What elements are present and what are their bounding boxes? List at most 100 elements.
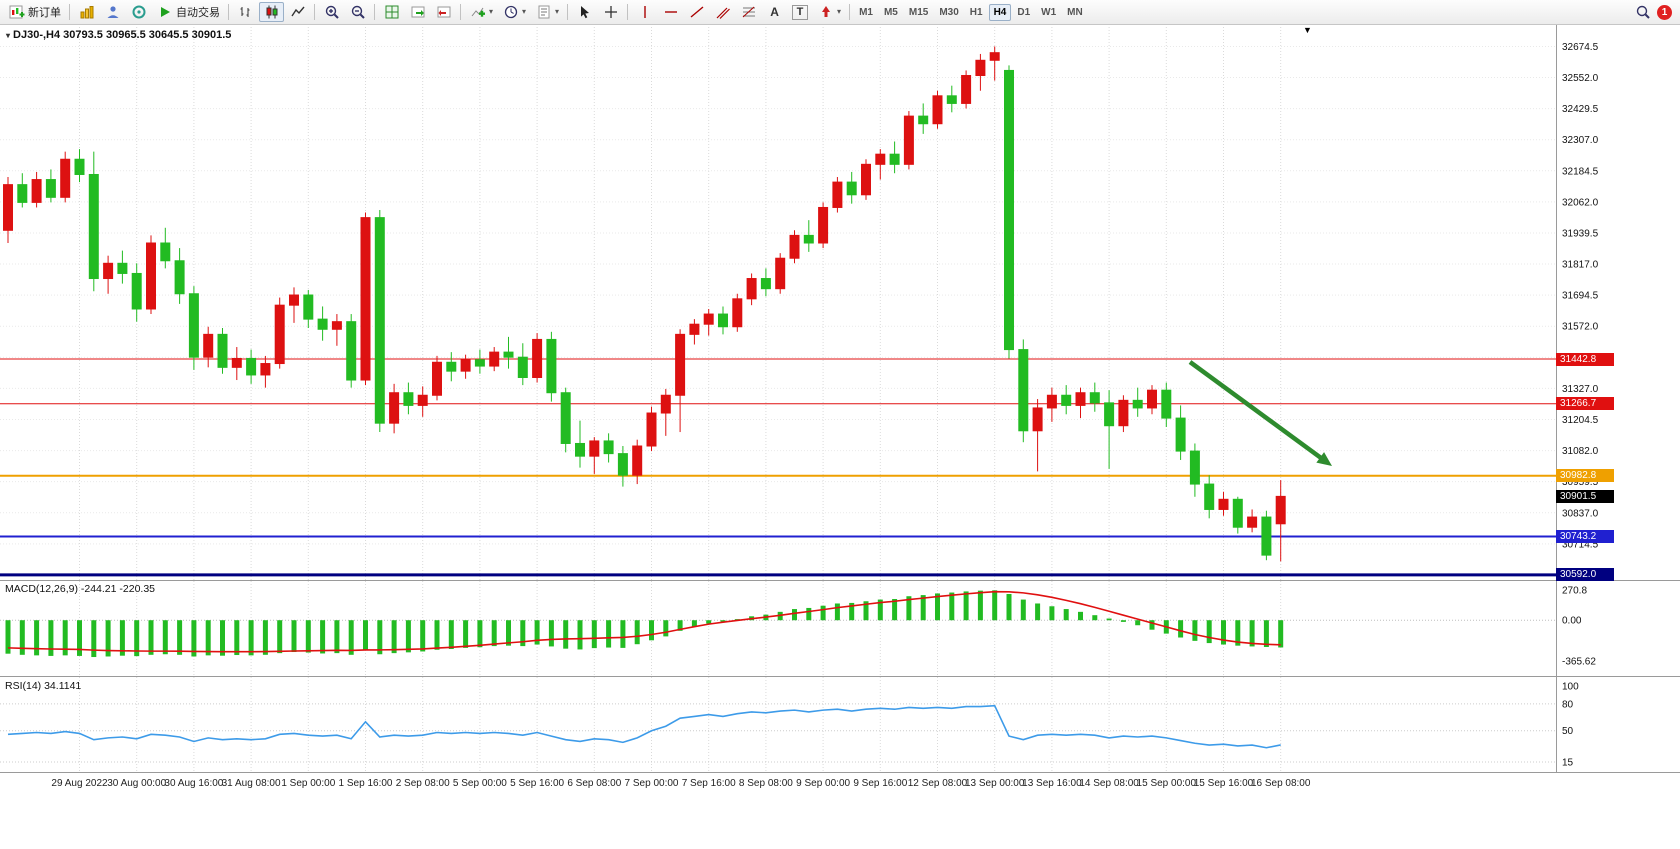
crosshair-button[interactable] <box>598 2 623 22</box>
timeframe-h1[interactable]: H1 <box>969 6 983 18</box>
horizontal-levels[interactable] <box>0 358 1556 577</box>
fibonacci-button[interactable] <box>736 2 761 22</box>
tile-windows-button[interactable] <box>379 2 404 22</box>
chevron-down-icon: ▾ <box>6 31 11 40</box>
autotrading-label: 自动交易 <box>176 7 220 19</box>
macd-label: MACD(12,26,9) -244.21 -220.35 <box>5 583 155 595</box>
auto-scroll-button[interactable] <box>405 2 430 22</box>
profiles-icon <box>104 4 121 20</box>
timeframe-m5[interactable]: M5 <box>883 6 898 18</box>
cursor-button[interactable] <box>572 2 597 22</box>
price-level-tag: 30982.8 <box>1556 469 1614 483</box>
candle-body <box>617 453 628 476</box>
candlestick-chart-button[interactable] <box>259 2 284 22</box>
candle-body <box>603 440 614 455</box>
autotrading-button[interactable]: 自动交易 <box>152 2 224 22</box>
candle-body <box>1204 483 1215 510</box>
candle-body <box>289 294 299 306</box>
candle-body <box>74 158 85 175</box>
candle-body <box>146 242 156 310</box>
chart-shift-button[interactable] <box>431 2 456 22</box>
candle-body <box>1189 450 1200 485</box>
arrows-button[interactable]: ▾ <box>813 2 845 22</box>
zoom-out-button[interactable] <box>345 2 370 22</box>
crosshair-icon <box>602 4 619 20</box>
line-chart-button[interactable] <box>285 2 310 22</box>
channel-icon <box>714 4 731 20</box>
candle-body <box>417 394 428 406</box>
new-chart-button[interactable] <box>74 2 99 22</box>
channel-button[interactable] <box>710 2 735 22</box>
candle-body <box>303 294 314 320</box>
text-label-icon: T <box>792 4 809 20</box>
trend-arrow-head <box>1316 452 1332 466</box>
time-axis-label: 15 Sep 16:00 <box>1194 778 1254 789</box>
trend-arrow[interactable] <box>1188 360 1327 463</box>
line-chart-icon <box>289 4 306 20</box>
toolbar: 新订单 自动交易 <box>0 0 1680 25</box>
templates-button[interactable]: ▾ <box>531 2 563 22</box>
chart-annotation-triangle: ▼ <box>1303 25 1312 35</box>
toolbar-separator <box>374 4 375 20</box>
symbol-ohlc-text: DJ30-,H4 30793.5 30965.5 30645.5 30901.5 <box>13 29 232 41</box>
new-order-button[interactable]: 新订单 <box>4 2 65 22</box>
candle-body <box>689 323 700 335</box>
candle-body <box>589 440 600 457</box>
current-price-tag: 30901.5 <box>1556 489 1614 503</box>
candles[interactable] <box>3 46 1286 562</box>
candle-body <box>575 442 585 457</box>
candle-body <box>1218 498 1229 510</box>
rsi-axis-label: 80 <box>1562 699 1574 710</box>
price-level-tag: 30743.2 <box>1556 530 1614 544</box>
candle-body <box>474 359 485 367</box>
candle-body <box>1261 516 1272 556</box>
timeframe-d1[interactable]: D1 <box>1017 6 1031 18</box>
candle-body <box>174 260 185 295</box>
timeframe-h4[interactable]: H4 <box>988 3 1012 21</box>
horizontal-line-button[interactable] <box>658 2 683 22</box>
price-axis-label: 32307.0 <box>1562 135 1599 146</box>
candle-body <box>374 217 385 424</box>
candle-body <box>532 338 543 378</box>
candle-body <box>1175 417 1186 452</box>
time-axis-label: 5 Sep 16:00 <box>510 778 564 789</box>
text-button[interactable]: A <box>762 2 787 22</box>
profiles-button[interactable] <box>100 2 125 22</box>
timeframe-m1[interactable]: M1 <box>859 6 873 18</box>
timeframe-mn[interactable]: MN <box>1067 6 1083 18</box>
vertical-line-button[interactable] <box>632 2 657 22</box>
macd-signal-line <box>7 590 1281 653</box>
candle-body <box>131 272 142 310</box>
time-axis-label: 14 Sep 08:00 <box>1079 778 1139 789</box>
grid <box>0 24 1556 772</box>
price-level-tag: 30592.0 <box>1556 568 1614 582</box>
periods-button[interactable]: ▾ <box>498 2 530 22</box>
candle-body <box>1061 394 1072 406</box>
zoom-in-button[interactable] <box>319 2 344 22</box>
time-axis-label: 29 Aug 2022 <box>51 778 108 789</box>
indicators-button[interactable]: ▾ <box>465 2 497 22</box>
bar-chart-button[interactable] <box>233 2 258 22</box>
price-axis-label: 30714.5 <box>1562 539 1599 550</box>
text-label-button[interactable]: T <box>788 2 812 22</box>
candle-body <box>231 357 242 368</box>
rsi-axis-label: 100 <box>1562 681 1579 692</box>
candle-body <box>861 163 871 196</box>
candle-body <box>961 75 972 104</box>
trendline-button[interactable] <box>684 2 709 22</box>
metaeditor-button[interactable] <box>126 2 151 22</box>
timeframe-w1[interactable]: W1 <box>1041 6 1057 18</box>
candle-body <box>1075 392 1086 406</box>
price-axis-label: 32184.5 <box>1562 166 1599 177</box>
candle-body <box>260 363 271 376</box>
notification-badge[interactable]: 1 <box>1657 4 1672 20</box>
search-icon[interactable] <box>1634 4 1651 20</box>
templates-icon <box>535 4 552 20</box>
candle-body <box>1275 495 1286 525</box>
timeframe-m15[interactable]: M15 <box>908 6 929 18</box>
timeframe-m30[interactable]: M30 <box>939 6 959 18</box>
candle-body <box>403 392 414 406</box>
candle-body <box>1104 402 1115 427</box>
